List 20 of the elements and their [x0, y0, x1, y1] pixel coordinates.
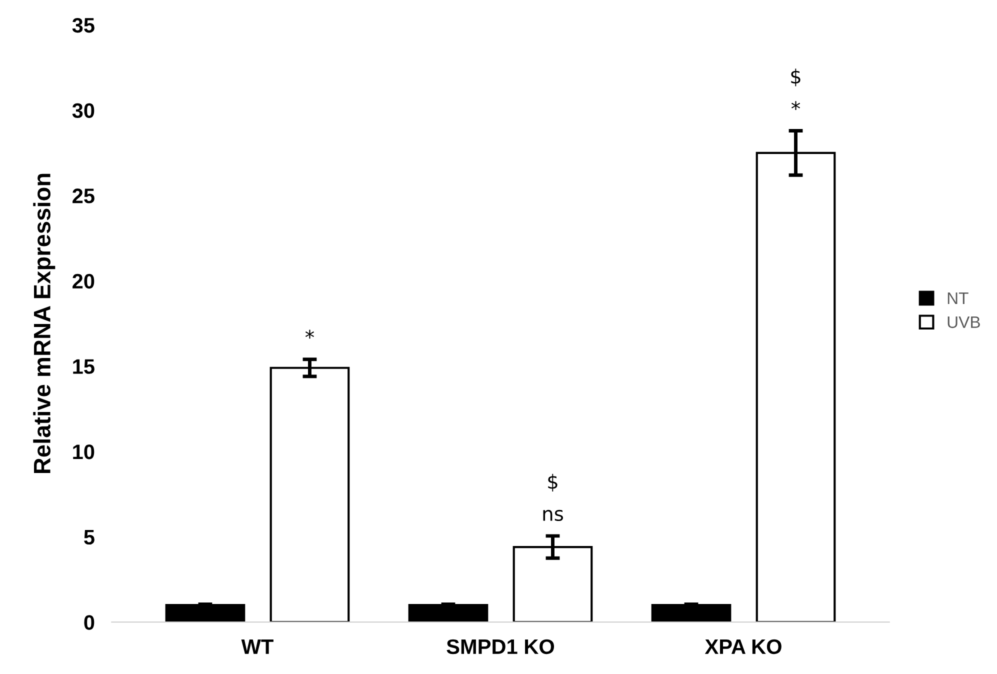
y-tick-label: 15: [73, 359, 94, 374]
x-tick-label: XPA KO: [704, 639, 782, 654]
y-tick-label: 0: [84, 615, 94, 630]
y-tick-label: 35: [72, 18, 94, 33]
bar: [651, 604, 732, 622]
bar: [408, 604, 488, 622]
y-tick-label: 5: [84, 530, 94, 545]
y-axis-title: Relative mRNA Expression: [33, 174, 56, 474]
y-tick-label: 10: [73, 444, 94, 460]
legend-label: UVB: [948, 316, 980, 328]
x-tick-label: WT: [241, 640, 274, 654]
bar: [165, 604, 246, 622]
y-tick-label: 25: [72, 188, 94, 204]
y-tick-label: 20: [72, 274, 94, 289]
data-label: $ *: [791, 68, 800, 110]
x-tick-label: SMPD1 KO: [446, 639, 554, 654]
legend-label: NT: [948, 292, 968, 304]
y-tick-label: 30: [72, 103, 94, 118]
data-label: *: [305, 330, 314, 339]
data-label: $ ns: [543, 474, 564, 522]
